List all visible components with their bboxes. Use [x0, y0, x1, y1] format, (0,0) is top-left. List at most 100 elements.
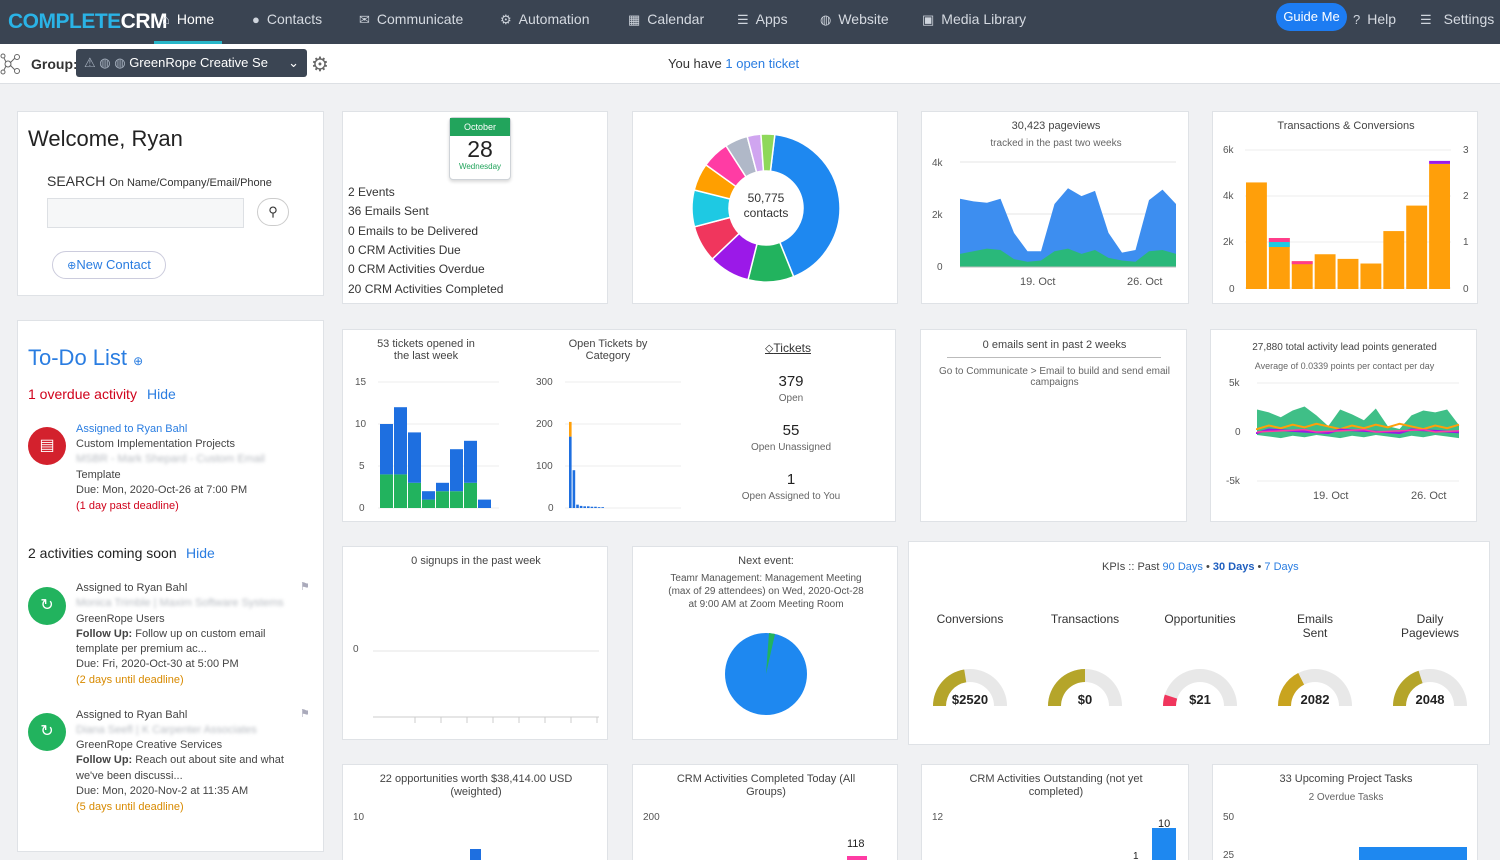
- coming-soon-count: 2 activities coming soon: [28, 545, 177, 561]
- nav-apps[interactable]: ☰ Apps: [737, 0, 788, 44]
- tickets-week-title: 53 tickets opened in the last week: [377, 338, 475, 362]
- bar: [1383, 231, 1405, 289]
- x-tick: 19. Oct: [1020, 276, 1056, 288]
- nav-automation[interactable]: ⚙ Automation: [500, 0, 589, 44]
- bar-blue: [450, 449, 463, 492]
- new-contact-button[interactable]: ⊕New Contact: [52, 251, 166, 279]
- nav-home[interactable]: ⌂ Home: [153, 0, 223, 44]
- kpi-gauge[interactable]: [1270, 660, 1360, 710]
- lead-points-subtitle: Average of 0.0339 points per contact per…: [1254, 361, 1435, 371]
- emails-title: 0 emails sent in past 2 weeks: [982, 339, 1127, 351]
- project-tasks-card: 33 Upcoming Project Tasks 2 Overdue Task…: [1212, 764, 1478, 860]
- divider: [947, 357, 1161, 358]
- opportunities-title: 22 opportunities worth $38,414.00 USD: [379, 773, 573, 785]
- area-series-total: [960, 188, 1176, 267]
- flag-icon[interactable]: ⚑: [300, 708, 310, 720]
- due-date: Due: Mon, 2020-Nov-2 at 11:35 AM: [76, 785, 249, 797]
- plus-circle-icon: ⊕: [67, 260, 77, 272]
- gauge-fill: [1048, 669, 1085, 706]
- blurred-contact: Diana Seefl | K Carpenter Associates: [76, 724, 257, 736]
- logo[interactable]: COMPLETECRM: [8, 10, 168, 33]
- kpi-gauge[interactable]: [1040, 660, 1130, 710]
- unassigned-count: 55: [782, 422, 800, 439]
- transactions-chart[interactable]: [1213, 112, 1478, 304]
- search-icon: ⚲: [268, 204, 278, 219]
- assigned-link[interactable]: Assigned to Ryan Bahl: [76, 423, 188, 435]
- contacts-donut-chart[interactable]: [633, 112, 898, 304]
- open-label: Open: [778, 393, 804, 404]
- tickets-category-title: Open Tickets by Category: [568, 338, 648, 362]
- nav-settings[interactable]: ☰ Settings: [1420, 0, 1494, 44]
- tickets-charts[interactable]: [343, 330, 896, 522]
- group-settings-icon[interactable]: ⚙: [311, 54, 329, 76]
- search-input[interactable]: [47, 198, 244, 228]
- tickets-link[interactable]: ⬦Tickets: [765, 341, 811, 355]
- nav-calendar[interactable]: ▦ Calendar: [628, 0, 704, 44]
- follow-up: Follow Up: Follow up on custom email: [76, 628, 266, 640]
- bar-blue: [464, 440, 477, 483]
- kpi-gauge[interactable]: [1385, 660, 1475, 710]
- assigned-label: Open Assigned to You: [741, 491, 841, 502]
- bar-blue: [394, 407, 407, 475]
- calendar-stat: 0 CRM Activities Overdue: [348, 262, 485, 277]
- y-tick: 0: [1463, 284, 1469, 295]
- period-30-link[interactable]: 30 Days: [1212, 561, 1255, 573]
- bar[interactable]: [1152, 828, 1176, 860]
- period-90-link[interactable]: 90 Days: [1162, 561, 1203, 573]
- ticket-notice: You have 1 open ticket: [668, 56, 800, 71]
- tag-icon: ⬦: [765, 341, 774, 355]
- signups-chart[interactable]: [343, 547, 608, 740]
- hide-coming-link[interactable]: Hide: [186, 545, 215, 561]
- bar-blue: [569, 436, 572, 508]
- gauge-fill: [1163, 694, 1178, 706]
- calendar-stat: 0 Emails to be Delivered: [348, 223, 479, 238]
- gauge-fill: [1278, 673, 1305, 706]
- guide-me-button[interactable]: Guide Me: [1276, 3, 1347, 31]
- kpi-gauge[interactable]: [925, 660, 1015, 710]
- lead-points-chart[interactable]: [1211, 330, 1477, 522]
- kpi-gauge[interactable]: [1155, 660, 1245, 710]
- period-7-link[interactable]: 7 Days: [1264, 561, 1299, 573]
- bar-blue: [579, 505, 583, 508]
- nav-help[interactable]: ? Help: [1353, 0, 1396, 44]
- network-icon[interactable]: [0, 52, 24, 76]
- gears-icon: ⚙: [500, 12, 512, 27]
- y-tick: 12: [932, 812, 944, 823]
- pageviews-chart[interactable]: [922, 112, 1189, 304]
- event-pie-chart[interactable]: [633, 547, 898, 740]
- hide-overdue-link[interactable]: Hide: [147, 386, 176, 402]
- opportunities-card: 22 opportunities worth $38,414.00 USD (w…: [342, 764, 608, 860]
- group-icons: ⚠ ◍ ◍: [84, 55, 130, 70]
- group-select[interactable]: ⚠ ◍ ◍ GreenRope Creative Se ⌄: [76, 49, 307, 77]
- bar[interactable]: [470, 849, 481, 860]
- flag-icon[interactable]: ⚑: [300, 581, 310, 593]
- bar[interactable]: [1359, 847, 1467, 860]
- follow-up: Follow Up: Reach out about site and what: [76, 754, 284, 766]
- search-button[interactable]: ⚲: [257, 198, 289, 226]
- nav-media-library[interactable]: ▣ Media Library: [922, 0, 1026, 44]
- bar[interactable]: [847, 856, 867, 860]
- group-label: Group:: [31, 56, 78, 72]
- nav-contacts[interactable]: ● Contacts: [252, 0, 322, 44]
- bar-marker: [1268, 242, 1290, 248]
- bar: [1337, 258, 1359, 289]
- y-tick: 10: [353, 812, 365, 823]
- deadline-status: (5 days until deadline): [76, 801, 184, 813]
- y-tick: 0: [359, 503, 365, 514]
- donut-slice: [769, 133, 841, 278]
- y-tick: 1: [1463, 237, 1469, 248]
- nav-website[interactable]: ◍ Website: [820, 0, 889, 44]
- nav-communicate[interactable]: ✉ Communicate: [359, 0, 463, 44]
- bar-marker: [1429, 160, 1450, 164]
- follow-up-cont: template per premium ac...: [76, 643, 207, 655]
- top-navigation: COMPLETECRM ⌂ Home ● Contacts ✉ Communicate…: [0, 0, 1500, 44]
- kpi-value: $21: [1189, 692, 1211, 707]
- project-tasks-title: 33 Upcoming Project Tasks: [1279, 773, 1413, 785]
- kpi-label: Conversions: [936, 612, 1004, 626]
- open-ticket-link[interactable]: 1 open ticket: [725, 56, 800, 71]
- calendar-stat: 36 Emails Sent: [348, 204, 429, 219]
- contacts-count: 50,775: [747, 191, 785, 205]
- next-event-line1: Teamr Management: Management Meeting: [670, 573, 862, 584]
- assigned-count: 1: [786, 471, 796, 488]
- crm-outstanding-title: CRM Activities Outstanding (not yet: [969, 773, 1143, 785]
